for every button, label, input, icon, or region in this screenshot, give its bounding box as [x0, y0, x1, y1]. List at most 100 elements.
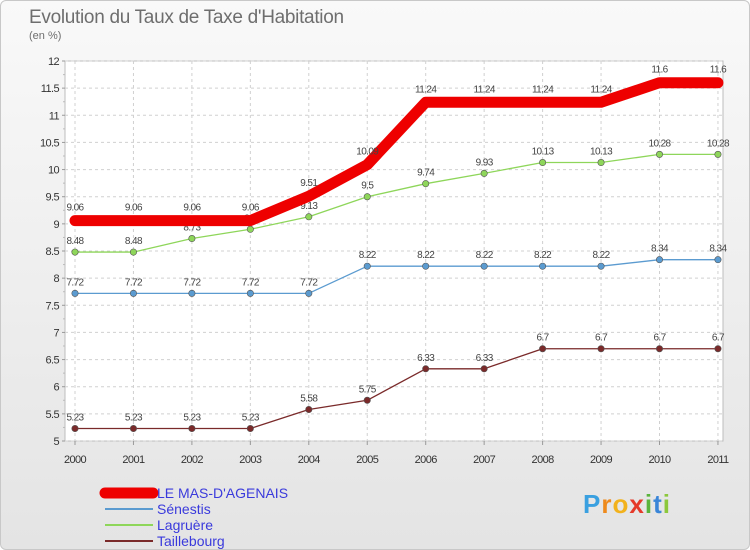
data-label: 10.13	[532, 147, 555, 158]
series-line-2	[74, 153, 719, 253]
data-label: 8.22	[476, 250, 494, 261]
data-label: 9.74	[417, 168, 435, 179]
data-label: 7.72	[300, 277, 318, 288]
data-label: 5.58	[300, 394, 318, 405]
series-line-0	[69, 77, 724, 227]
data-point	[188, 235, 196, 243]
data-label: 5.23	[125, 413, 143, 424]
data-label: 10.09	[356, 147, 379, 158]
data-label: 8.48	[66, 236, 84, 247]
data-point	[129, 289, 137, 297]
data-point	[422, 262, 430, 270]
data-label: 6.33	[417, 353, 435, 364]
data-point	[655, 256, 663, 264]
legend-label: LE MAS-D'AGENAIS	[157, 485, 288, 501]
y-tick-label: 10.5	[40, 137, 59, 149]
y-tick-label: 8	[53, 273, 59, 285]
data-point	[71, 289, 79, 297]
data-point	[246, 289, 254, 297]
data-label: 9.06	[242, 203, 260, 214]
data-point	[714, 345, 722, 353]
legend-label: Sénestis	[157, 501, 211, 517]
data-point	[714, 256, 722, 264]
data-label: 8.22	[417, 250, 435, 261]
data-label: 6.7	[595, 333, 608, 344]
data-label: 8.73	[183, 223, 201, 234]
data-label: 11.6	[710, 65, 727, 76]
data-label: 10.13	[590, 147, 613, 158]
y-tick-label: 7.5	[46, 300, 60, 312]
data-point	[129, 425, 137, 433]
data-label: 9.06	[183, 203, 201, 214]
x-tick-label: 2011	[707, 454, 729, 466]
data-label: 9.93	[476, 157, 494, 168]
data-point	[188, 289, 196, 297]
y-tick-label: 6	[53, 382, 59, 394]
y-tick-label: 12	[48, 56, 60, 68]
chart-title: Evolution du Taux de Taxe d'Habitation	[29, 7, 344, 28]
data-label: 5.75	[359, 384, 377, 395]
data-label: 11.24	[532, 84, 554, 95]
data-label: 9.51	[300, 178, 318, 189]
x-tick-label: 2001	[122, 454, 145, 466]
data-point	[597, 159, 605, 167]
data-label: 11.24	[415, 84, 437, 95]
data-point	[188, 425, 196, 433]
data-point	[422, 365, 430, 373]
data-point	[480, 262, 488, 270]
data-point	[363, 396, 371, 404]
data-point	[714, 150, 722, 158]
data-label: 11.24	[474, 84, 496, 95]
x-tick-label: 2000	[64, 454, 87, 466]
proxiti-logo: Proxiti	[583, 489, 671, 519]
data-point	[71, 425, 79, 433]
x-tick-label: 2003	[239, 454, 262, 466]
data-label: 7.72	[125, 277, 143, 288]
legend-label: Lagruère	[157, 517, 213, 533]
y-tick-label: 11.5	[41, 83, 60, 95]
data-point	[305, 213, 313, 221]
data-label: 8.22	[359, 250, 377, 261]
data-point	[480, 169, 488, 177]
data-label: 8.34	[651, 244, 669, 255]
data-label: 5.23	[183, 413, 201, 424]
y-tick-label: 8.5	[46, 246, 60, 258]
data-point	[597, 345, 605, 353]
series-line-3	[74, 348, 719, 430]
data-point	[305, 406, 313, 414]
data-point	[129, 248, 137, 256]
data-label: 5.23	[66, 413, 84, 424]
x-tick-label: 2004	[298, 454, 321, 466]
series-line-1	[74, 259, 719, 294]
y-tick-label: 5.5	[46, 409, 60, 421]
x-tick-label: 2009	[590, 454, 613, 466]
data-label: 10.28	[648, 138, 671, 149]
data-label: 7.72	[242, 277, 260, 288]
data-point	[305, 289, 313, 297]
data-label: 9.13	[300, 201, 318, 212]
data-label: 7.72	[66, 277, 84, 288]
data-label: 8.22	[593, 250, 611, 261]
data-label: 9.5	[361, 181, 374, 192]
data-label: 6.7	[712, 333, 725, 344]
data-point	[655, 150, 663, 158]
data-point	[655, 345, 663, 353]
data-label: 7.72	[183, 277, 201, 288]
data-label: 6.7	[537, 333, 550, 344]
x-tick-label: 2008	[532, 454, 555, 466]
data-point	[597, 262, 605, 270]
y-tick-label: 9	[53, 219, 59, 231]
y-tick-label: 6.5	[46, 355, 60, 367]
x-tick-label: 2010	[648, 454, 671, 466]
chart-subtitle: (en %)	[29, 30, 62, 42]
data-point	[539, 345, 547, 353]
data-label: 8.22	[534, 250, 552, 261]
y-tick-label: 11	[49, 110, 60, 122]
data-label: 9.06	[125, 203, 143, 214]
data-point	[246, 425, 254, 433]
data-label: 8.34	[709, 244, 727, 255]
data-label: 9.06	[66, 203, 84, 214]
y-tick-label: 9.5	[46, 192, 60, 204]
